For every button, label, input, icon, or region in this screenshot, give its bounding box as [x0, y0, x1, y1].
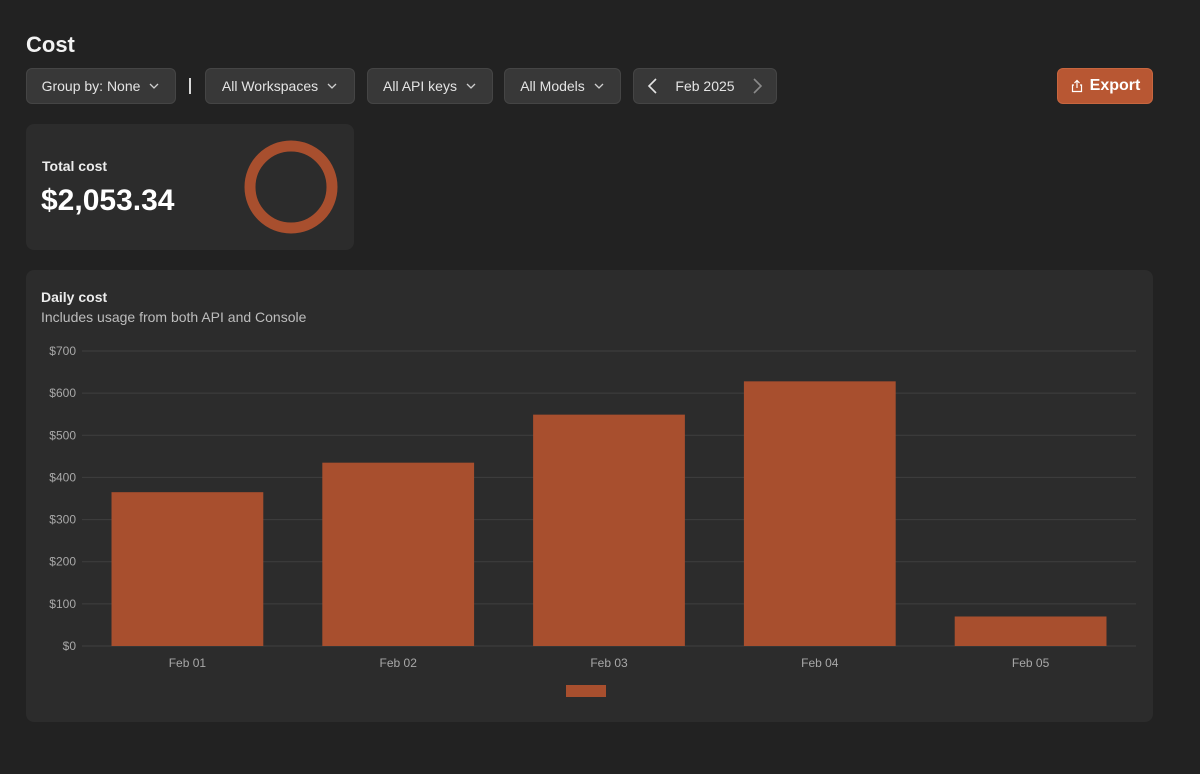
chevron-right-icon[interactable] — [750, 77, 764, 95]
chart-subtitle: Includes usage from both API and Console — [41, 309, 307, 325]
group-by-label: Group by: None — [41, 78, 141, 94]
workspaces-label: All Workspaces — [221, 78, 319, 94]
chevron-down-icon — [466, 83, 476, 89]
toolbar-divider — [189, 78, 191, 94]
y-tick-label: $700 — [49, 344, 76, 358]
y-tick-label: $500 — [49, 428, 76, 442]
share-icon — [1071, 79, 1082, 93]
workspaces-dropdown[interactable]: All Workspaces — [205, 68, 355, 104]
bar-feb-01[interactable] — [111, 492, 264, 646]
chevron-down-icon — [327, 83, 337, 89]
export-label: Export — [1089, 77, 1141, 94]
models-dropdown[interactable]: All Models — [504, 68, 621, 104]
y-tick-label: $200 — [49, 555, 76, 569]
x-tick-label: Feb 01 — [169, 656, 207, 670]
x-tick-label: Feb 04 — [801, 656, 839, 670]
donut-ring — [244, 140, 338, 234]
x-tick-label: Feb 03 — [590, 656, 628, 670]
month-selector: Feb 2025 — [633, 68, 777, 104]
daily-cost-bar-chart: $0 $100 $200 $300 $400 $500 $600 $700 Feb 01 Feb … — [49, 344, 1136, 670]
daily-cost-card: Daily cost Includes usage from both API … — [26, 270, 1153, 722]
chevron-left-icon[interactable] — [646, 77, 660, 95]
y-tick-label: $300 — [49, 513, 76, 527]
total-cost-label: Total cost — [42, 158, 108, 174]
x-tick-label: Feb 05 — [1012, 656, 1050, 670]
bar-feb-03[interactable] — [533, 414, 685, 646]
y-tick-label: $0 — [63, 639, 77, 653]
export-button[interactable]: Export — [1057, 68, 1153, 104]
bar-feb-05[interactable] — [954, 616, 1107, 647]
x-tick-label: Feb 02 — [380, 656, 418, 670]
total-cost-value: $2,053.34 — [41, 184, 175, 217]
y-tick-label: $100 — [49, 597, 76, 611]
y-tick-label: $400 — [49, 470, 76, 484]
total-cost-card: Total cost $2,053.34 — [26, 124, 354, 250]
toolbar: Group by: None All Workspaces All API ke… — [26, 68, 1153, 104]
api-keys-label: All API keys — [383, 78, 457, 94]
cost-donut-chart — [244, 140, 338, 234]
chevron-down-icon — [149, 83, 159, 89]
current-month: Feb 2025 — [675, 78, 735, 94]
page-title: Cost — [26, 32, 75, 57]
api-keys-dropdown[interactable]: All API keys — [367, 68, 493, 104]
bar-feb-02[interactable] — [322, 462, 475, 646]
y-tick-label: $600 — [49, 386, 76, 400]
chart-title: Daily cost — [41, 289, 108, 305]
bar-feb-04[interactable] — [743, 381, 896, 646]
group-by-dropdown[interactable]: Group by: None — [26, 68, 176, 104]
legend-swatch — [566, 685, 606, 697]
models-label: All Models — [520, 78, 585, 94]
chevron-down-icon — [594, 83, 604, 89]
